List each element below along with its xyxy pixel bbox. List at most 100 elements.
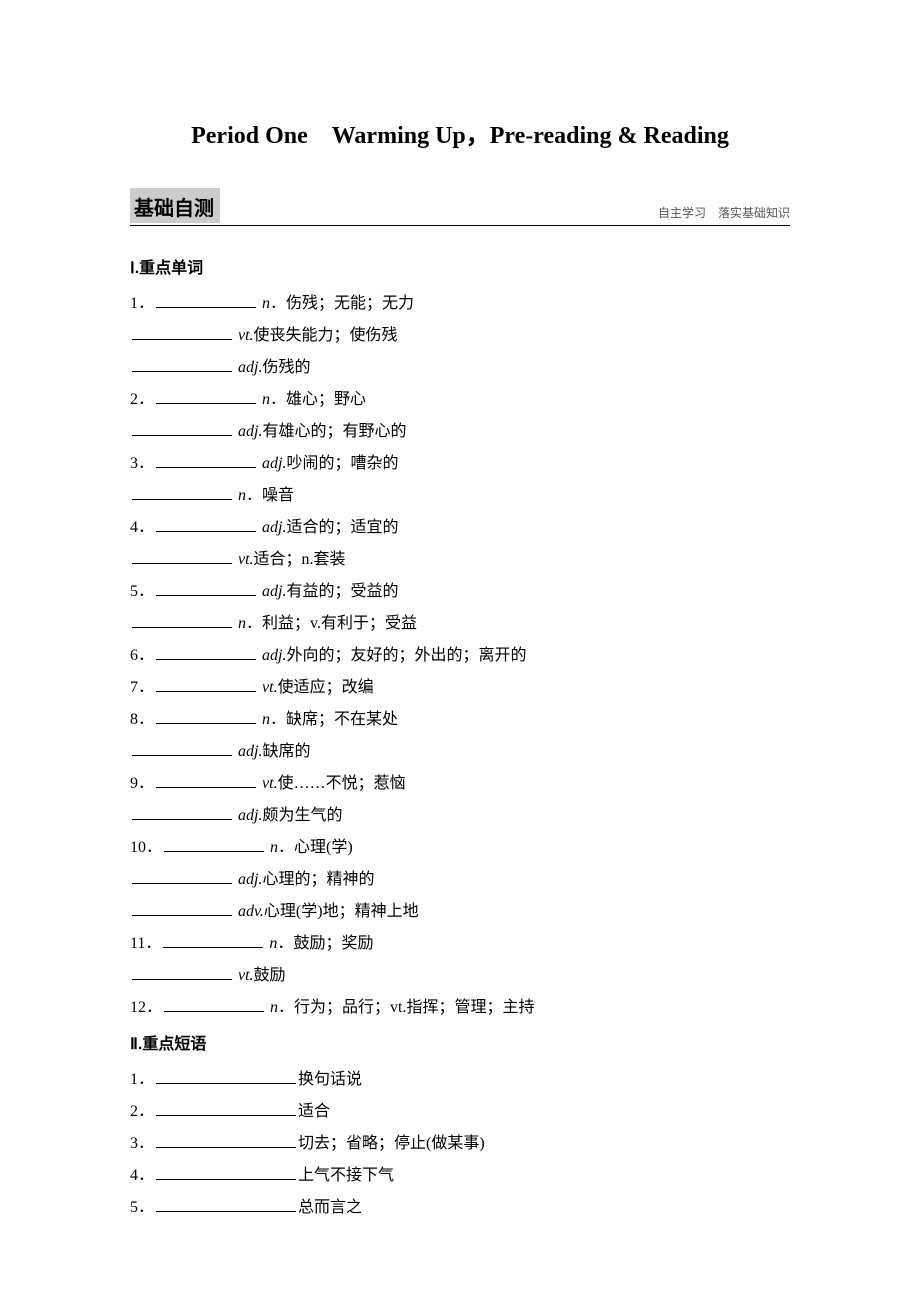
part-of-speech: n <box>238 487 246 504</box>
fill-blank[interactable] <box>132 356 232 372</box>
definition: 使适应；改编 <box>278 679 374 696</box>
fill-blank[interactable] <box>156 580 256 596</box>
pos-suffix: ． <box>246 487 262 504</box>
definition: 利益；v.有利于；受益 <box>262 615 417 632</box>
definition: 心理(学)地；精神上地 <box>264 903 419 920</box>
section-header: 基础自测 自主学习 落实基础知识 <box>130 188 790 226</box>
item-number: 7． <box>130 679 154 696</box>
fill-blank[interactable] <box>156 388 256 404</box>
fill-blank[interactable] <box>132 484 232 500</box>
fill-blank[interactable] <box>164 996 264 1012</box>
fill-blank[interactable] <box>132 324 232 340</box>
part-of-speech: vt. <box>262 775 278 792</box>
fill-blank[interactable] <box>156 1068 296 1084</box>
pos-suffix: ． <box>270 295 286 312</box>
vocab-line: 11． n．鼓励；奖励 <box>130 928 790 960</box>
part-of-speech: adj. <box>238 807 262 824</box>
phrase-list: 1．换句话说2．适合3．切去；省略；停止(做某事)4．上气不接下气5．总而言之 <box>130 1064 790 1224</box>
part-of-speech: adj. <box>262 455 286 472</box>
fill-blank[interactable] <box>156 708 256 724</box>
item-number: 8． <box>130 711 154 728</box>
part-of-speech: vt. <box>238 327 254 344</box>
vocab-line: 5． adj.有益的；受益的 <box>130 576 790 608</box>
item-number: 5． <box>130 583 154 600</box>
fill-blank[interactable] <box>132 740 232 756</box>
definition: 心理的；精神的 <box>262 871 374 888</box>
part-of-speech: vt. <box>262 679 278 696</box>
vocab-line: n．噪音 <box>130 480 790 512</box>
pos-suffix: ． <box>277 935 293 952</box>
definition: 使……不悦；惹恼 <box>278 775 406 792</box>
fill-blank[interactable] <box>156 772 256 788</box>
fill-blank[interactable] <box>156 292 256 308</box>
part-of-speech: vt. <box>238 551 254 568</box>
definition: 雄心；野心 <box>286 391 366 408</box>
fill-blank[interactable] <box>132 964 232 980</box>
fill-blank[interactable] <box>132 420 232 436</box>
section-badge: 基础自测 <box>130 188 220 223</box>
part-of-speech: adj. <box>238 423 262 440</box>
definition: 外向的；友好的；外出的；离开的 <box>286 647 526 664</box>
fill-blank[interactable] <box>156 1132 296 1148</box>
fill-blank[interactable] <box>156 644 256 660</box>
pos-suffix: ． <box>270 711 286 728</box>
part-of-speech: n <box>262 711 270 728</box>
item-number: 5． <box>130 1199 154 1216</box>
definition: 鼓励；奖励 <box>293 935 373 952</box>
item-number: 1． <box>130 1071 154 1088</box>
definition: 切去；省略；停止(做某事) <box>298 1135 485 1152</box>
definition: 总而言之 <box>298 1199 362 1216</box>
part-of-speech: n <box>270 839 278 856</box>
definition: 伤残的 <box>262 359 310 376</box>
fill-blank[interactable] <box>156 1100 296 1116</box>
fill-blank[interactable] <box>132 612 232 628</box>
part-of-speech: n <box>238 615 246 632</box>
phrase-line: 2．适合 <box>130 1096 790 1128</box>
part-of-speech: adj. <box>262 519 286 536</box>
fill-blank[interactable] <box>156 676 256 692</box>
vocab-line: adj.心理的；精神的 <box>130 864 790 896</box>
part-of-speech: adj. <box>262 583 286 600</box>
fill-blank[interactable] <box>132 868 232 884</box>
part-of-speech: n <box>262 391 270 408</box>
definition: 换句话说 <box>298 1071 362 1088</box>
vocab-line: 10． n．心理(学) <box>130 832 790 864</box>
part-of-speech: adv. <box>238 903 264 920</box>
fill-blank[interactable] <box>132 900 232 916</box>
fill-blank[interactable] <box>163 932 263 948</box>
part-of-speech: adj. <box>238 871 262 888</box>
part-of-speech: n <box>262 295 270 312</box>
vocab-line: adv.心理(学)地；精神上地 <box>130 896 790 928</box>
item-number: 11． <box>130 935 161 952</box>
definition: 使丧失能力；使伤残 <box>254 327 398 344</box>
vocab-line: 4． adj.适合的；适宜的 <box>130 512 790 544</box>
vocab-line: vt.鼓励 <box>130 960 790 992</box>
definition: 缺席的 <box>262 743 310 760</box>
definition: 行为；品行；vt.指挥；管理；主持 <box>294 999 534 1016</box>
item-number: 9． <box>130 775 154 792</box>
definition: 有雄心的；有野心的 <box>262 423 406 440</box>
subsection-phrases-title: Ⅱ.重点短语 <box>130 1030 790 1054</box>
phrase-line: 5． 总而言之 <box>130 1192 790 1224</box>
vocab-line: adj.伤残的 <box>130 352 790 384</box>
vocab-line: 8． n．缺席；不在某处 <box>130 704 790 736</box>
part-of-speech: n <box>270 999 278 1016</box>
definition: 噪音 <box>262 487 294 504</box>
part-of-speech: vt. <box>238 967 254 984</box>
fill-blank[interactable] <box>156 452 256 468</box>
vocab-line: adj.有雄心的；有野心的 <box>130 416 790 448</box>
fill-blank[interactable] <box>132 804 232 820</box>
fill-blank[interactable] <box>156 1164 296 1180</box>
fill-blank[interactable] <box>164 836 264 852</box>
fill-blank[interactable] <box>156 516 256 532</box>
phrase-line: 3．切去；省略；停止(做某事) <box>130 1128 790 1160</box>
definition: 缺席；不在某处 <box>286 711 398 728</box>
definition: 上气不接下气 <box>298 1167 394 1184</box>
part-of-speech: adj. <box>262 647 286 664</box>
vocab-line: 1． n．伤残；无能；无力 <box>130 288 790 320</box>
vocab-line: 3． adj.吵闹的；嘈杂的 <box>130 448 790 480</box>
subsection-vocab-title: Ⅰ.重点单词 <box>130 254 790 278</box>
fill-blank[interactable] <box>132 548 232 564</box>
definition: 心理(学) <box>294 839 353 856</box>
fill-blank[interactable] <box>156 1196 296 1212</box>
